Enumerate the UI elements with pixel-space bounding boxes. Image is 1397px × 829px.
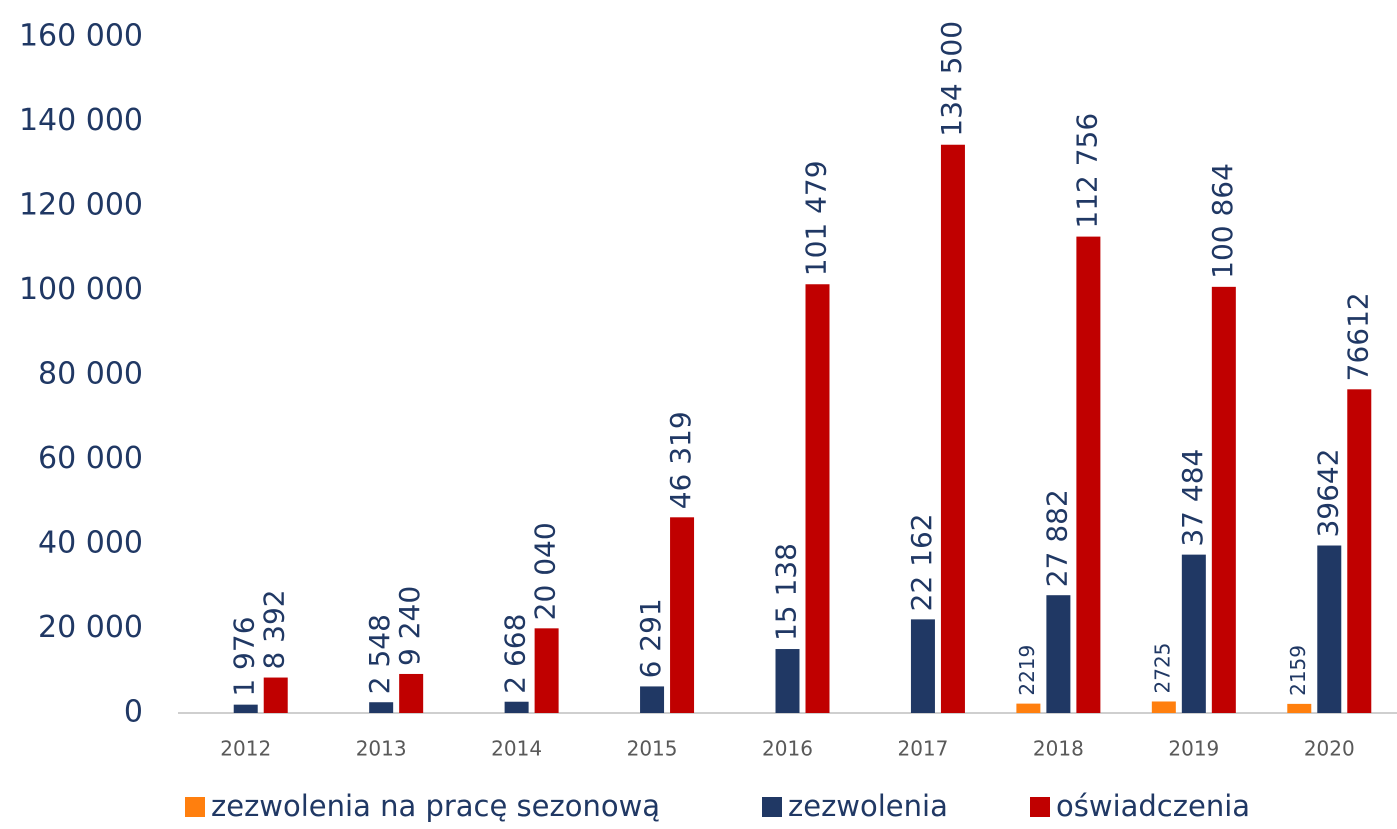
legend-swatch (762, 797, 782, 817)
bar (640, 686, 665, 713)
data-label: 20 040 (529, 522, 562, 620)
data-label: 15 138 (770, 543, 803, 641)
data-label: 76612 (1341, 292, 1374, 381)
y-tick-label: 0 (124, 695, 143, 730)
data-label: 6 291 (634, 598, 667, 678)
bar (1076, 236, 1101, 713)
data-label: 39642 (1311, 448, 1344, 537)
y-tick-label: 40 000 (38, 526, 143, 561)
bar (805, 284, 830, 713)
y-tick-label: 100 000 (19, 272, 143, 307)
bar (233, 704, 258, 713)
bar (263, 677, 288, 713)
data-label: 9 240 (393, 586, 426, 666)
bar (670, 517, 695, 713)
data-label: 27 882 (1040, 489, 1073, 587)
bar (399, 673, 424, 713)
bar (534, 628, 559, 713)
y-tick-label: 20 000 (38, 610, 143, 645)
data-label: 2219 (1015, 645, 1039, 696)
data-label: 112 756 (1070, 113, 1103, 229)
bar (940, 144, 965, 714)
data-label: 37 484 (1176, 449, 1209, 547)
legend-swatch (185, 797, 205, 817)
data-label: 101 479 (800, 160, 833, 276)
x-tick-label: 2018 (1033, 737, 1084, 761)
bar (1347, 389, 1372, 713)
bar (1046, 595, 1071, 713)
y-tick-label: 120 000 (19, 188, 143, 223)
bar (775, 649, 800, 713)
y-tick-label: 160 000 (19, 19, 143, 54)
legend-label: zezwolenia (788, 789, 948, 823)
x-tick-label: 2016 (762, 737, 813, 761)
y-tick-label: 60 000 (38, 441, 143, 476)
bar (1317, 545, 1342, 713)
legend-label: oświadczenia (1056, 789, 1250, 823)
data-label: 22 162 (905, 513, 938, 611)
bar (1151, 701, 1176, 713)
legend-swatch (1030, 797, 1050, 817)
data-label: 1 976 (228, 616, 261, 696)
bar (369, 702, 394, 713)
y-tick-label: 80 000 (38, 357, 143, 392)
data-label: 134 500 (935, 21, 968, 137)
x-tick-label: 2017 (897, 737, 948, 761)
data-label: 2 548 (363, 614, 396, 694)
x-tick-label: 2020 (1304, 737, 1355, 761)
bar (1211, 286, 1236, 713)
bar (910, 619, 935, 713)
data-label: 8 392 (258, 589, 291, 669)
bar (1181, 554, 1206, 713)
y-tick-label: 140 000 (19, 103, 143, 138)
data-label: 2 668 (499, 614, 532, 694)
legend-label: zezwolenia na pracę sezonową (211, 789, 660, 823)
data-label: 100 864 (1206, 163, 1239, 279)
data-label: 2725 (1150, 643, 1174, 694)
x-tick-label: 2014 (491, 737, 542, 761)
data-label: 2159 (1286, 645, 1310, 696)
x-tick-label: 2012 (220, 737, 271, 761)
x-tick-label: 2015 (627, 737, 678, 761)
data-label: 46 319 (664, 411, 697, 509)
bar (1287, 703, 1312, 713)
bar (504, 701, 529, 713)
x-tick-label: 2019 (1168, 737, 1219, 761)
bar (1016, 703, 1041, 713)
x-tick-label: 2013 (356, 737, 407, 761)
